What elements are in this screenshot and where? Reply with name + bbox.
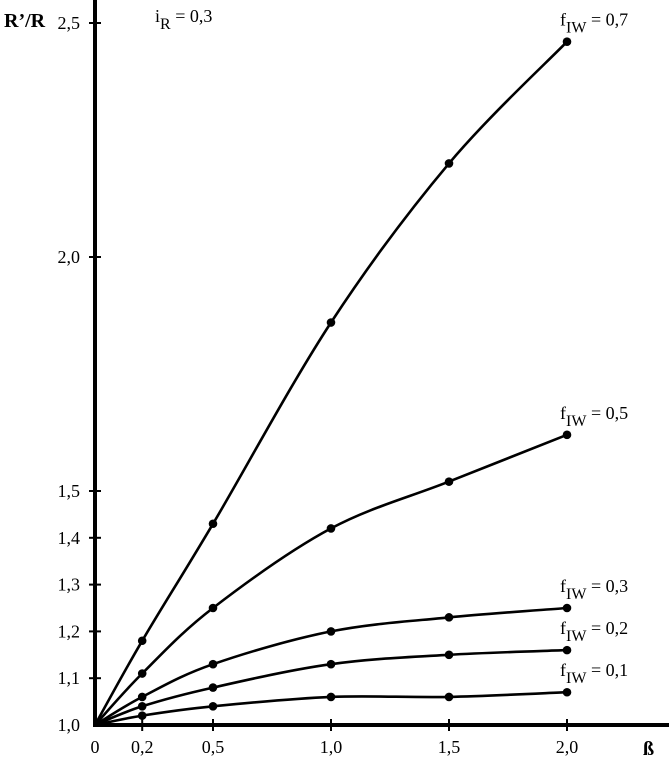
data-point (326, 659, 336, 669)
series-curve (93, 40, 568, 726)
i-r-annotation-rest: = 0,3 (171, 6, 213, 26)
data-point (562, 687, 572, 697)
y-tick-label: 1,3 (58, 575, 81, 595)
data-point (326, 318, 336, 327)
data-point (137, 636, 147, 646)
i-r-annotation-sub: R (160, 16, 171, 33)
series-label-rest: = 0,1 (586, 660, 628, 680)
y-tick-label: 1,4 (58, 528, 81, 548)
series-label-sub: IW (566, 413, 587, 430)
x-tick-labels: 0 0,2 0,5 1,0 1,5 2,0 (91, 719, 579, 757)
data-point (562, 430, 572, 440)
y-tick-label: 1,5 (58, 481, 81, 501)
series-label-sub: IW (566, 586, 587, 603)
data-point (208, 701, 218, 711)
data-point (137, 711, 147, 720)
data-point (326, 692, 336, 702)
data-point (137, 692, 147, 702)
y-tick-label: 1,1 (58, 668, 81, 688)
series-curve (94, 433, 568, 726)
x-tick-label: 1,5 (438, 737, 461, 757)
series-label: fIW = 0,5 (560, 403, 628, 430)
data-point (208, 603, 218, 613)
data-point (562, 645, 572, 655)
x-axis-title: ß (643, 738, 654, 760)
data-point (137, 669, 147, 678)
series-label: fIW = 0,3 (560, 576, 628, 603)
series-label-sub: IW (566, 628, 587, 645)
series-curves (93, 40, 568, 727)
y-tick-label: 1,0 (58, 715, 81, 735)
x-tick-label: 0,5 (202, 737, 225, 757)
data-point (326, 627, 336, 636)
series-label-rest: = 0,5 (586, 403, 628, 423)
x-tick-label: 0 (91, 737, 100, 757)
data-point (137, 701, 147, 711)
i-r-annotation: iR = 0,3 (155, 6, 212, 33)
data-point (444, 159, 454, 168)
y-tick-label: 2,0 (58, 247, 81, 267)
data-point (562, 603, 572, 613)
series-label: fIW = 0,7 (560, 10, 628, 37)
series-label-main: f (560, 618, 566, 638)
x-tick-label: 0,2 (131, 737, 154, 757)
series-label-rest: = 0,2 (586, 618, 628, 638)
series-label: fIW = 0,2 (560, 618, 628, 645)
data-point (208, 683, 218, 692)
data-point (444, 692, 454, 702)
data-point (562, 37, 572, 47)
series-label-main: f (560, 10, 566, 30)
data-point (444, 477, 454, 486)
series-label-main: f (560, 403, 566, 423)
i-r-annotation-main: i (155, 6, 160, 26)
data-point (326, 524, 336, 533)
series-label-main: f (560, 576, 566, 596)
y-tick-labels: 1,0 1,1 1,2 1,3 1,4 1,5 2,0 2,5 (58, 13, 101, 735)
data-point (444, 650, 454, 660)
series-label: fIW = 0,1 (560, 660, 628, 687)
y-tick-label: 1,2 (58, 621, 81, 641)
data-point (208, 519, 218, 529)
y-axis-title: R’/R (4, 10, 46, 32)
series-points (137, 37, 572, 720)
data-point (208, 659, 218, 669)
x-tick-label: 1,0 (320, 737, 343, 757)
series-label-main: f (560, 660, 566, 680)
x-tick-label: 2,0 (556, 737, 579, 757)
series-label-rest: = 0,3 (586, 576, 628, 596)
series-label-sub: IW (566, 670, 587, 687)
series-label-sub: IW (566, 20, 587, 37)
data-point (444, 613, 454, 622)
y-tick-label: 2,5 (58, 13, 81, 33)
series-label-rest: = 0,7 (586, 10, 628, 30)
